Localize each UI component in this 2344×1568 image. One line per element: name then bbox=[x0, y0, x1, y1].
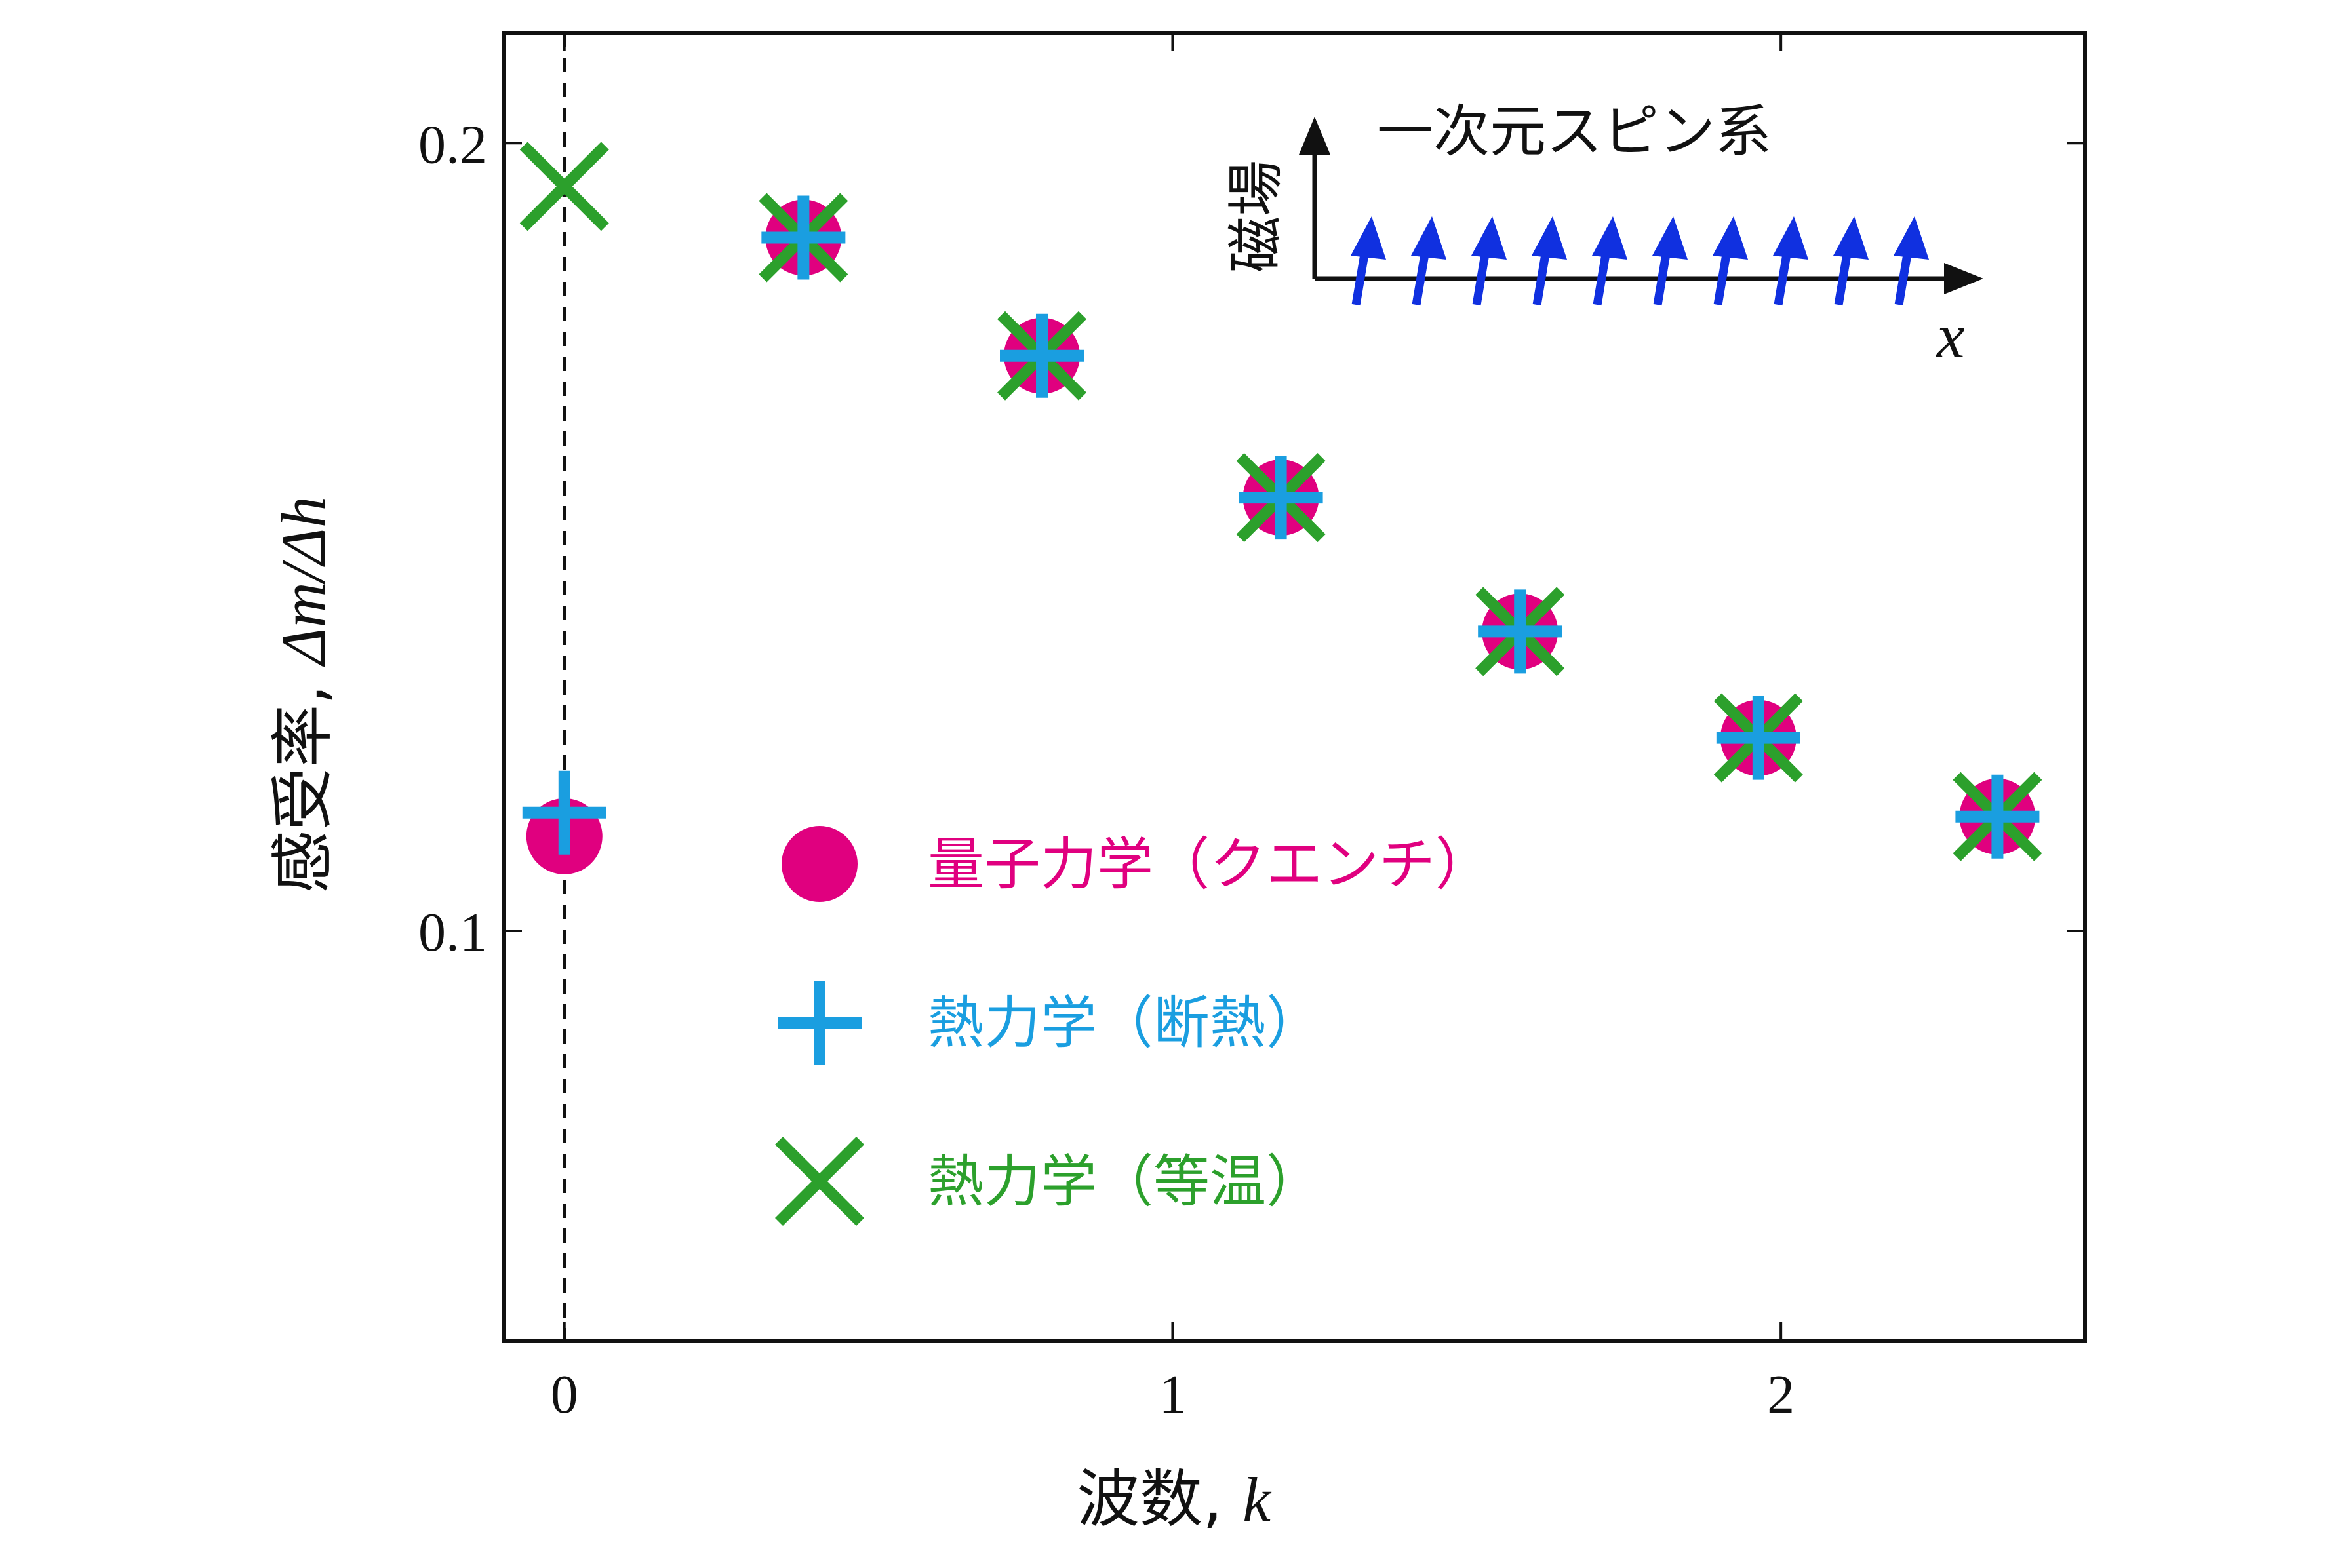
legend-marker-x bbox=[774, 1136, 865, 1226]
spin-arrowhead bbox=[1532, 216, 1567, 260]
y-axis-title-variable: Δm/Δh bbox=[268, 496, 338, 667]
inset-title: 一次元スピン系 bbox=[1377, 99, 1772, 165]
data-point-plus bbox=[1239, 456, 1323, 540]
y-tick-label: 0.1 bbox=[418, 902, 487, 963]
inset-x-axis-label: x bbox=[1936, 301, 1965, 371]
legend-label: 熱力学（等温） bbox=[928, 1149, 1322, 1215]
legend-marker-plus bbox=[778, 981, 862, 1065]
spin-arrowhead bbox=[1652, 216, 1688, 260]
spin-arrowhead bbox=[1411, 216, 1446, 260]
data-point-plus bbox=[1955, 774, 2040, 859]
data-point-plus bbox=[761, 195, 846, 280]
x-axis-title-text: 波数, bbox=[1077, 1462, 1242, 1536]
spin-arrowhead bbox=[1471, 216, 1507, 260]
spin-arrowhead bbox=[1833, 216, 1869, 260]
legend-label: 熱力学（断熱） bbox=[928, 990, 1322, 1056]
data-point-x bbox=[519, 142, 609, 231]
plot-frame bbox=[502, 31, 2087, 1343]
legend: 量子力学（クエンチ） 熱力学（断熱） 熱力学（等温） bbox=[774, 826, 1492, 1226]
plot-area: 0 1 2 0.1 0.2 bbox=[418, 31, 2087, 1425]
inset-field-label: 磁場 bbox=[1223, 160, 1289, 273]
y-axis-title-text: 感受率, bbox=[266, 665, 340, 893]
data-point-plus bbox=[522, 770, 606, 855]
spin-arrowhead bbox=[1773, 216, 1808, 260]
y-tick-label: 0.2 bbox=[418, 114, 487, 175]
x-tick-label: 1 bbox=[1159, 1364, 1186, 1425]
x-axis-title-variable: k bbox=[1242, 1464, 1272, 1535]
x-tick-label: 2 bbox=[1767, 1364, 1795, 1425]
legend-label: 量子力学（クエンチ） bbox=[928, 832, 1492, 897]
legend-marker-circle bbox=[782, 826, 858, 902]
spin-arrowhead bbox=[1713, 216, 1748, 260]
axis-titles: 波数, k 感受率, Δm/Δh bbox=[266, 496, 1272, 1536]
data-point-plus bbox=[1716, 696, 1800, 780]
inset-field-axis-arrowhead bbox=[1299, 117, 1330, 155]
inset-diagram: 一次元スピン系 磁場 x bbox=[1223, 99, 1983, 371]
spin-arrowhead bbox=[1351, 216, 1386, 260]
spin-arrowhead bbox=[1894, 216, 1929, 260]
x-tick-label: 0 bbox=[551, 1364, 578, 1425]
y-axis-title: 感受率, Δm/Δh bbox=[266, 496, 340, 893]
data-point-plus bbox=[1478, 589, 1562, 674]
x-axis-title: 波数, k bbox=[1077, 1462, 1272, 1536]
data-point-plus bbox=[1000, 313, 1084, 398]
inset-x-axis-arrowhead bbox=[1944, 263, 1983, 294]
spin-arrowhead bbox=[1592, 216, 1627, 260]
